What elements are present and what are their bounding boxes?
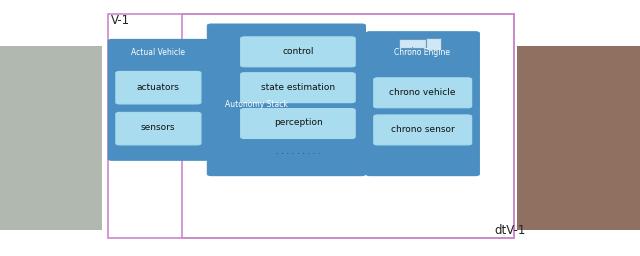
Text: Autonomy Stack: Autonomy Stack (225, 100, 288, 110)
Bar (108, 14, 514, 238)
Text: V-1: V-1 (111, 14, 130, 27)
Text: perception: perception (274, 118, 323, 127)
Text: Actual Vehicle: Actual Vehicle (131, 48, 185, 57)
Text: actuators: actuators (137, 82, 179, 92)
FancyBboxPatch shape (374, 115, 472, 145)
FancyBboxPatch shape (207, 24, 365, 176)
Text: state estimation: state estimation (261, 82, 335, 92)
FancyBboxPatch shape (399, 39, 426, 48)
FancyBboxPatch shape (241, 109, 355, 138)
Text: sensors: sensors (141, 123, 175, 133)
Bar (0, 46, 102, 230)
FancyBboxPatch shape (374, 78, 472, 108)
Text: dtV-1: dtV-1 (494, 224, 525, 237)
Text: . . . . . . . . .: . . . . . . . . . (276, 147, 321, 156)
FancyBboxPatch shape (366, 32, 479, 176)
FancyBboxPatch shape (241, 37, 355, 67)
FancyBboxPatch shape (241, 73, 355, 103)
Text: chrono sensor: chrono sensor (390, 125, 454, 134)
FancyBboxPatch shape (116, 112, 201, 145)
Bar (517, 46, 640, 230)
FancyBboxPatch shape (116, 71, 201, 104)
FancyBboxPatch shape (426, 38, 441, 50)
Bar (182, 14, 514, 238)
Text: control: control (282, 47, 314, 56)
FancyBboxPatch shape (108, 39, 209, 160)
Text: chrono vehicle: chrono vehicle (389, 88, 456, 97)
Text: Chrono Engine: Chrono Engine (394, 48, 451, 57)
